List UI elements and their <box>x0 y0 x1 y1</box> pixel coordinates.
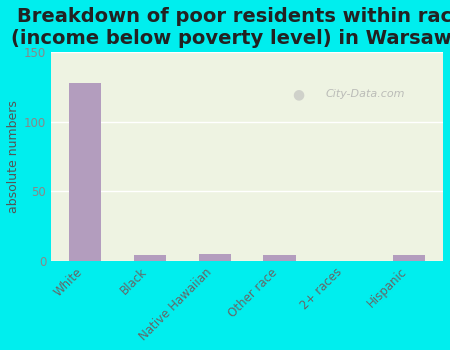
Text: ●: ● <box>292 87 304 101</box>
Y-axis label: absolute numbers: absolute numbers <box>7 100 20 213</box>
Bar <box>393 255 425 261</box>
Title: Breakdown of poor residents within races
(income below poverty level) in Warsaw,: Breakdown of poor residents within races… <box>11 7 450 48</box>
Bar <box>69 83 101 261</box>
Text: City-Data.com: City-Data.com <box>325 89 405 99</box>
Bar <box>198 254 231 261</box>
Bar <box>263 255 296 261</box>
Bar <box>134 255 166 261</box>
